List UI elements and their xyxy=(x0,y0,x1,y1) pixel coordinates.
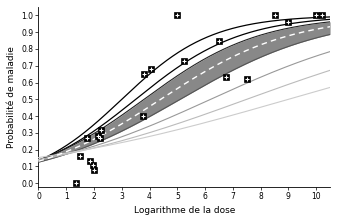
X-axis label: Logarithme de la dose: Logarithme de la dose xyxy=(133,206,235,215)
Y-axis label: Probabilité de maladie: Probabilité de maladie xyxy=(7,46,16,148)
